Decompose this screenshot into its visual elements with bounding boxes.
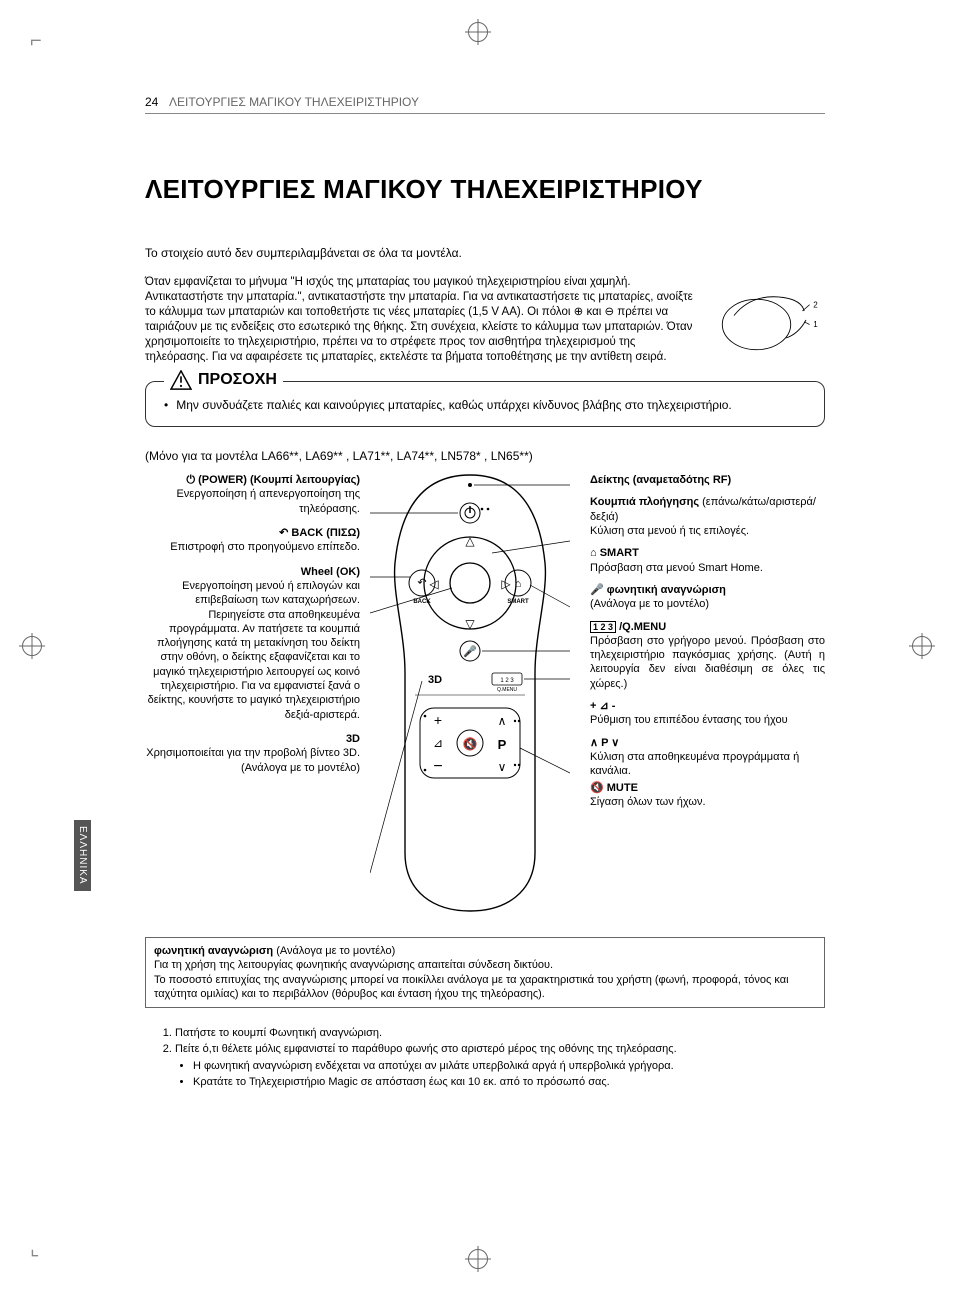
registration-mark — [22, 636, 42, 656]
callout-mute: 🔇 MUTE Σίγαση όλων των ήχων. — [590, 781, 825, 810]
nav-up-icon: △ — [465, 534, 475, 548]
callout-nav: Κουμπιά πλοήγησης (επάνω/κάτω/αριστερά/δ… — [590, 495, 825, 538]
step-2: Πείτε ό,τι θέλετε μόλις εμφανιστεί το πα… — [175, 1042, 825, 1090]
prog-down-icon: ∨ — [498, 760, 507, 774]
label-2: 2 — [813, 301, 818, 310]
callout-smart: ⌂ SMART Πρόσβαση στα μενού Smart Home. — [590, 546, 825, 575]
mic-icon: 🎤 — [463, 644, 477, 658]
registration-mark — [468, 22, 488, 42]
callout-voice: 🎤 φωνητική αναγνώριση (Ανάλογα με το μον… — [590, 583, 825, 612]
smart-label: SMART — [507, 599, 529, 605]
step-bullet-2: Κρατάτε το Τηλεχειριστήριο Magic σε απόσ… — [193, 1075, 825, 1090]
running-title: ΛΕΙΤΟΥΡΓΙΕΣ ΜΑΓΙΚΟΥ ΤΗΛΕΧΕΙΡΙΣΤΗΡΙΟΥ — [169, 95, 419, 109]
nav-down-icon: ▽ — [465, 617, 475, 631]
battery-paragraph: Όταν εμφανίζεται το μήνυμα "Η ισχύς της … — [145, 275, 695, 365]
callout-qmenu: 1 2 3 123 /Q.MENU/Q.MENU Πρόσβαση στο γρ… — [590, 620, 825, 691]
callout-3d: 3D Χρησιμοποιείται για την προβολή βίντε… — [145, 732, 360, 775]
back-icon: ↶ — [417, 577, 426, 589]
crop-mark: ⌞ — [30, 1236, 39, 1261]
warning-icon — [170, 370, 192, 390]
back-label: BACK — [413, 599, 431, 605]
qmenu-icon: 1 2 3 — [590, 621, 616, 633]
prog-up-icon: ∧ — [498, 714, 507, 728]
callout-wheel: Wheel (OK) Ενεργοποίηση μενού ή επιλογών… — [145, 565, 360, 722]
remote-illustration: △ ▽ ◁ ▷ ↶ BACK ⌂ SMART 🎤 3D 1 2 3 Q.MENU — [360, 473, 580, 913]
callout-vol: + ⊿ - Ρύθμιση του επιπέδου έντασης του ή… — [590, 699, 825, 728]
remote-diagram: ⏻ (POWER) (Κουμπί λειτουργίας) Ενεργοποί… — [145, 473, 825, 913]
label-1: 1 — [813, 320, 818, 329]
callout-rf: Δείκτης (αναμεταδότης RF) — [590, 473, 825, 487]
page-number: 24 — [145, 95, 158, 109]
callout-power: ⏻ (POWER) (Κουμπί λειτουργίας) Ενεργοποί… — [145, 473, 360, 516]
qmenu-sublabel: Q.MENU — [497, 687, 517, 693]
language-tab: ΕΛΛΗΝΙΚΑ — [74, 820, 91, 891]
mute-icon: 🔇 — [463, 737, 478, 751]
vol-down-icon: − — [433, 758, 442, 775]
qmenu-label: 1 2 3 — [500, 678, 514, 684]
callout-prog: ∧ P ∨ Κύλιση στα αποθηκευμένα προγράμματ… — [590, 736, 825, 779]
step-bullet-1: Η φωνητική αναγνώριση ενδέχεται να αποτύ… — [193, 1059, 825, 1074]
vol-icon: ⊿ — [433, 736, 443, 750]
step-1: Πατήστε το κουμπί Φωνητική αναγνώριση. — [175, 1026, 825, 1041]
registration-mark — [468, 1249, 488, 1269]
threeD-label: 3D — [428, 674, 442, 686]
callout-back: ↶ BACK (ΠΙΣΩ) Επιστροφή στο προηγούμενο … — [145, 526, 360, 555]
models-note: (Μόνο για τα μοντέλα LA66**, LA69** , LA… — [145, 449, 825, 463]
running-header: 24 ΛΕΙΤΟΥΡΓΙΕΣ ΜΑΓΙΚΟΥ ΤΗΛΕΧΕΙΡΙΣΤΗΡΙΟΥ — [145, 95, 825, 114]
prog-label: P — [498, 737, 507, 752]
intro-line: Το στοιχείο αυτό δεν συμπεριλαμβάνεται σ… — [145, 245, 825, 261]
home-icon: ⌂ — [515, 578, 522, 590]
caution-label: ΠΡΟΣΟΧΗ — [198, 371, 277, 389]
bullet-icon: • — [164, 398, 168, 412]
page-content: 24 ΛΕΙΤΟΥΡΓΙΕΣ ΜΑΓΙΚΟΥ ΤΗΛΕΧΕΙΡΙΣΤΗΡΙΟΥ … — [145, 95, 825, 1090]
battery-illustration: 2 1 — [715, 275, 825, 365]
page-title: ΛΕΙΤΟΥΡΓΙΕΣ ΜΑΓΙΚΟΥ ΤΗΛΕΧΕΙΡΙΣΤΗΡΙΟΥ — [145, 174, 825, 205]
caution-box: ΠΡΟΣΟΧΗ • Μην συνδυάζετε παλιές και καιν… — [145, 381, 825, 427]
crop-mark: ⌐ — [30, 30, 42, 53]
vol-up-icon: + — [434, 712, 442, 728]
registration-mark — [912, 636, 932, 656]
voice-recognition-box: φωνητική αναγνώριση (Ανάλογα με το μοντέ… — [145, 937, 825, 1008]
caution-text: Μην συνδυάζετε παλιές και καινούργιες μπ… — [176, 398, 732, 412]
voice-steps: Πατήστε το κουμπί Φωνητική αναγνώριση. Π… — [145, 1026, 825, 1090]
